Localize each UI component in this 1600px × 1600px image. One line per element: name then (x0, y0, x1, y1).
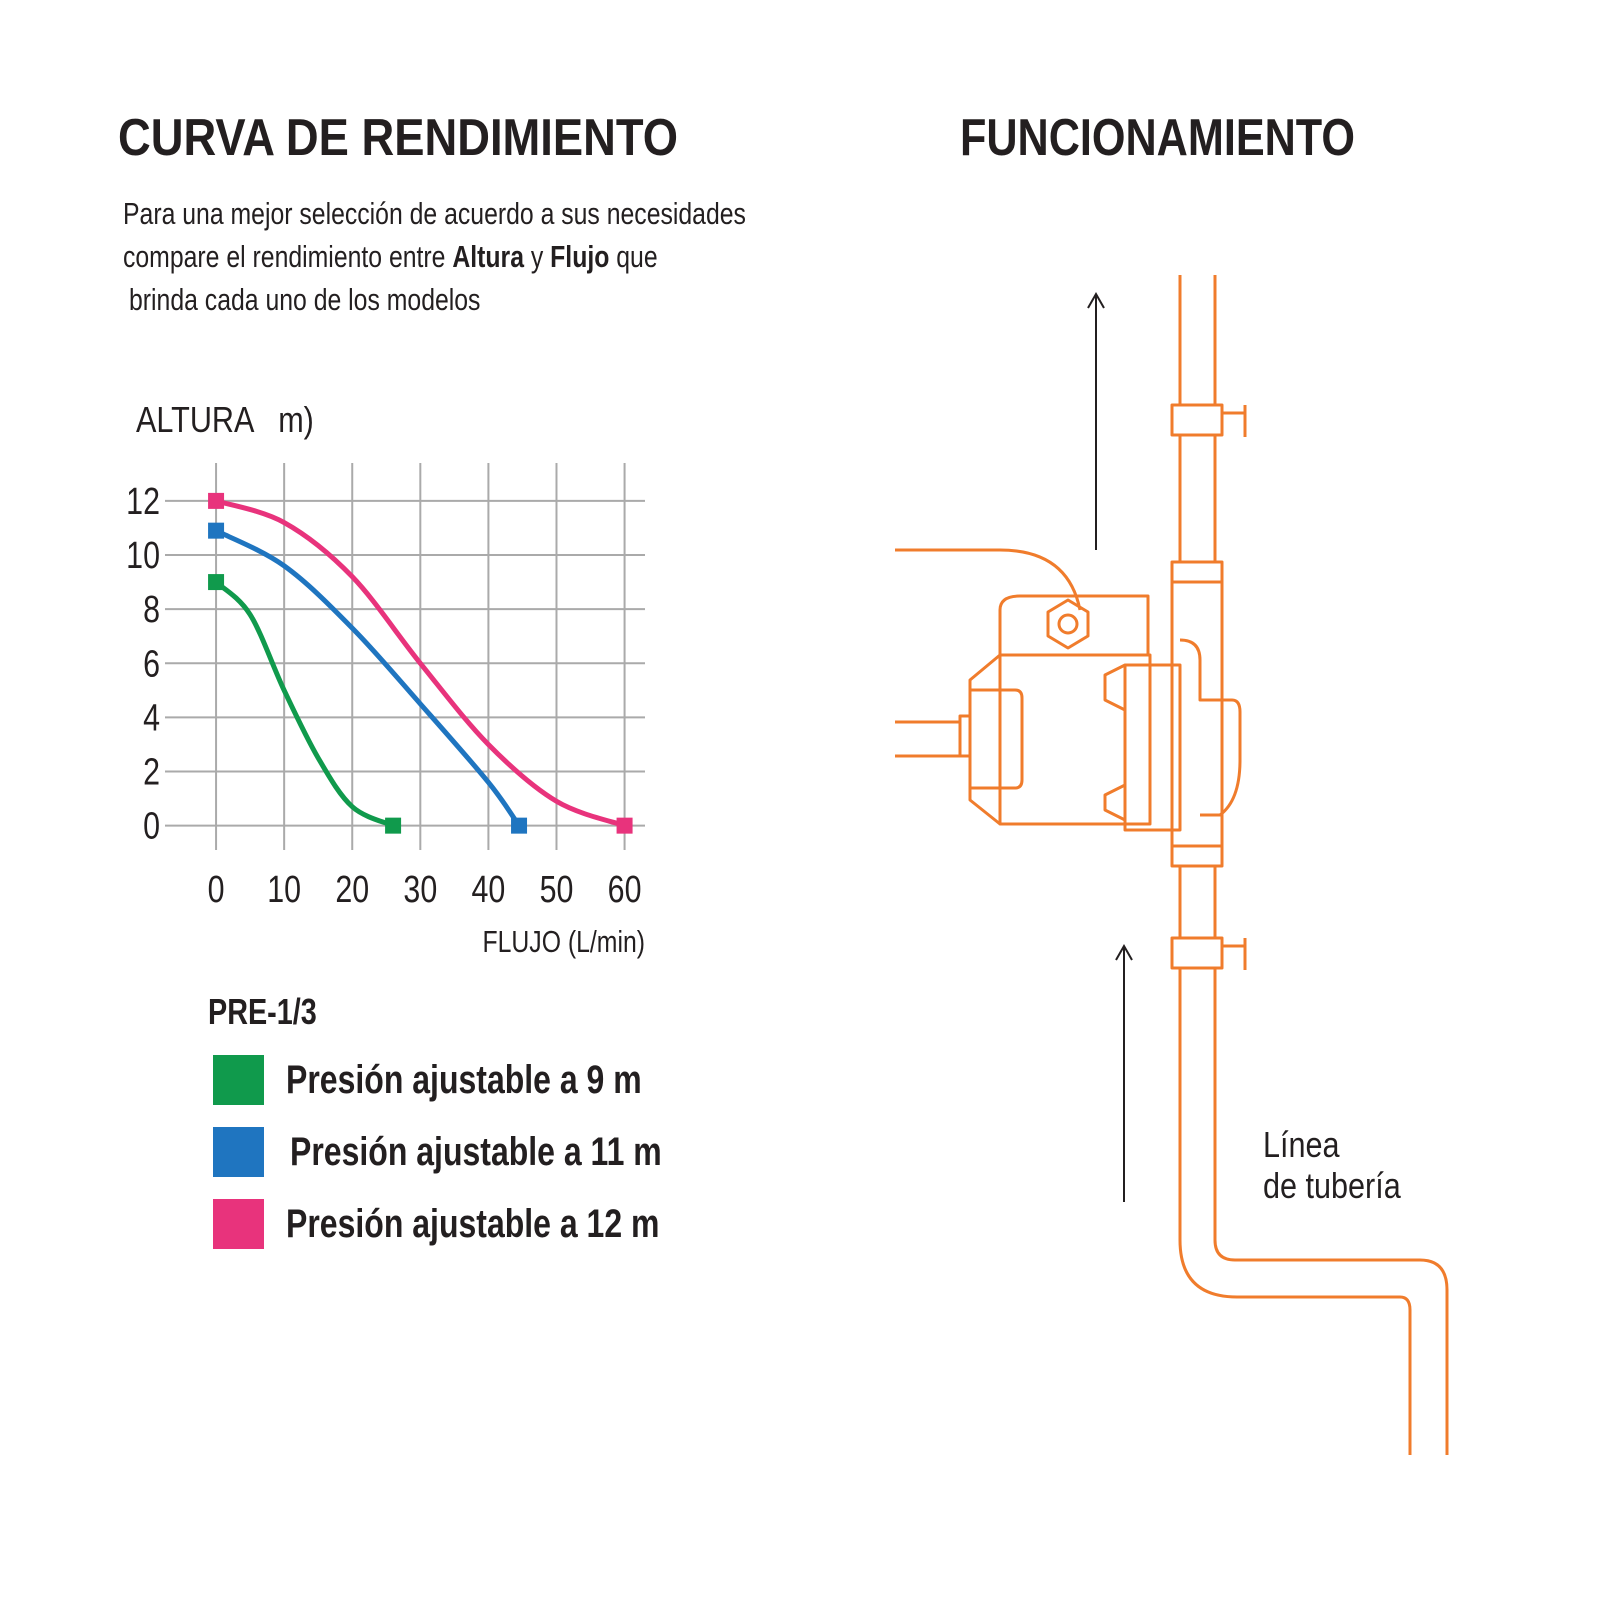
cable (895, 548, 1082, 611)
x-tick-label: 60 (608, 869, 642, 911)
legend-label: Presión ajustable a 12 m (286, 1201, 659, 1246)
motor (895, 594, 1152, 826)
x-tick-label: 10 (267, 869, 301, 911)
description-bold: Altura (452, 239, 524, 273)
legend-swatch (213, 1199, 264, 1249)
end-marker (616, 817, 633, 834)
y-tick-label: 0 (143, 806, 160, 848)
y-tick-label: 4 (143, 697, 160, 739)
pump-diagram: Línea de tubería (895, 275, 1449, 1455)
description-bold: Flujo (550, 239, 609, 273)
pipe (1178, 275, 1449, 1455)
series-line (214, 528, 522, 828)
end-marker (208, 492, 225, 509)
end-marker (385, 817, 402, 834)
pressure-switch (1046, 598, 1090, 650)
end-marker (511, 817, 528, 834)
flow-arrow (1087, 291, 1133, 1202)
fitting (1170, 560, 1224, 868)
y-tick-label: 12 (126, 481, 160, 523)
valve (1170, 403, 1247, 970)
series-line (215, 498, 626, 829)
description: compare el rendimiento entre (123, 239, 452, 273)
series-line (214, 580, 395, 828)
x-tick-label: 40 (471, 869, 505, 911)
y-tick-label: 10 (126, 535, 160, 577)
legend-swatch (213, 1055, 264, 1105)
diagram-title: FUNCIONAMIENTO (960, 109, 1355, 167)
y-axis-label: ALTURA m) (136, 401, 314, 441)
x-tick-label: 20 (335, 869, 369, 911)
end-marker (208, 522, 225, 539)
pipe-label: de tubería (1263, 1167, 1401, 1207)
y-tick-label: 8 (143, 589, 160, 631)
x-axis-label: FLUJO (L/min) (482, 924, 645, 958)
description: compare el rendimiento entre Altura y Fl… (123, 239, 658, 273)
pressure-switch (1057, 613, 1079, 635)
legend-swatch (213, 1127, 264, 1177)
end-marker (208, 574, 225, 591)
chart-title: CURVA DE RENDIMIENTO (118, 109, 678, 167)
description: y (524, 239, 550, 273)
legend-label: Presión ajustable a 11 m (290, 1129, 662, 1174)
y-tick-label: 2 (143, 751, 160, 793)
pipe-label: Línea (1263, 1126, 1340, 1166)
description: Para una mejor selección de acuerdo a su… (123, 196, 746, 230)
y-tick-label: 6 (143, 643, 160, 685)
legend-title: PRE-1/3 (208, 991, 317, 1032)
legend-label: Presión ajustable a 9 m (286, 1057, 642, 1102)
description: que (609, 239, 657, 273)
x-tick-label: 50 (540, 869, 574, 911)
x-tick-label: 0 (208, 869, 225, 911)
description: brinda cada uno de los modelos (129, 282, 480, 316)
pump-head (1103, 638, 1242, 832)
x-tick-label: 30 (403, 869, 437, 911)
